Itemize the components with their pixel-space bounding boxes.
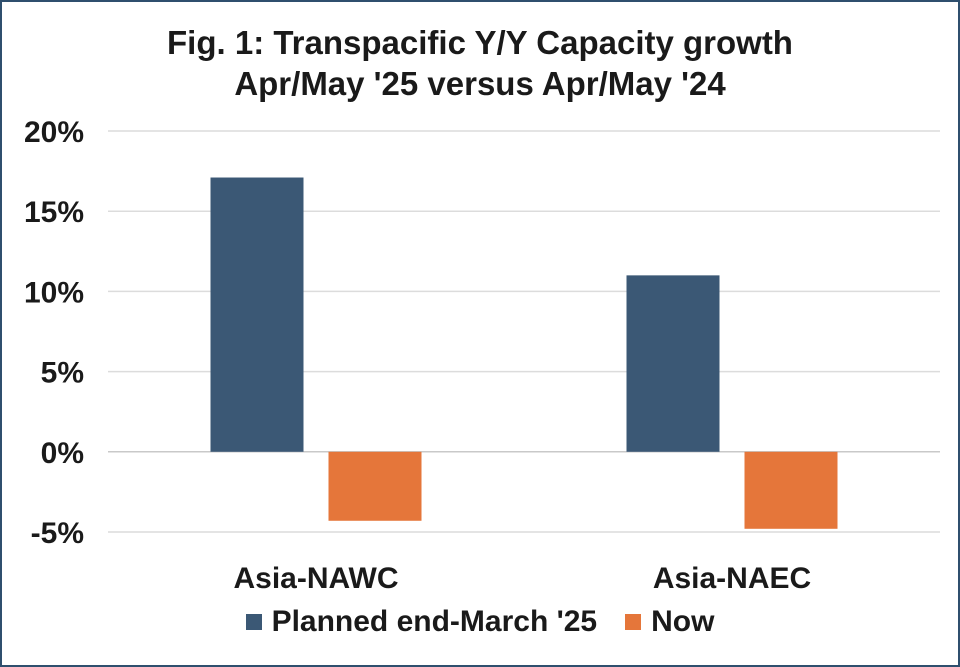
bar-asia-nawc-planned [210,177,304,452]
chart-subtitle: Apr/May '25 versus Apr/May '24 [234,65,726,102]
y-tick-label: 10% [24,276,84,309]
legend-swatch-planned [245,614,262,630]
chart-title-block: Fig. 1: Transpacific Y/Y Capacity growth… [0,22,960,104]
y-tick-label: 15% [24,196,84,229]
y-tick-label: 20% [24,116,84,149]
legend-label-now: Now [651,605,715,638]
bars [210,177,838,529]
legend-swatch-now [625,614,642,630]
x-axis: Asia-NAWC Asia-NAEC [233,562,811,595]
legend: Planned end-March '25 Now [0,605,960,639]
legend-item-now: Now [625,605,714,639]
x-category-label: Asia-NAEC [653,562,811,595]
legend-label-planned: Planned end-March '25 [271,605,598,638]
x-category-label: Asia-NAWC [233,562,398,595]
bar-asia-naec-now [744,451,838,529]
y-tick-label: 0% [41,437,84,470]
y-tick-label: -5% [31,517,84,550]
bar-asia-nawc-now [328,451,422,521]
y-tick-label: 5% [41,357,84,390]
chart-title: Fig. 1: Transpacific Y/Y Capacity growth [167,24,793,61]
legend-item-planned: Planned end-March '25 [245,605,598,639]
bar-asia-naec-planned [626,275,720,452]
y-axis: 20% 15% 10% 5% 0% -5% [24,116,84,550]
